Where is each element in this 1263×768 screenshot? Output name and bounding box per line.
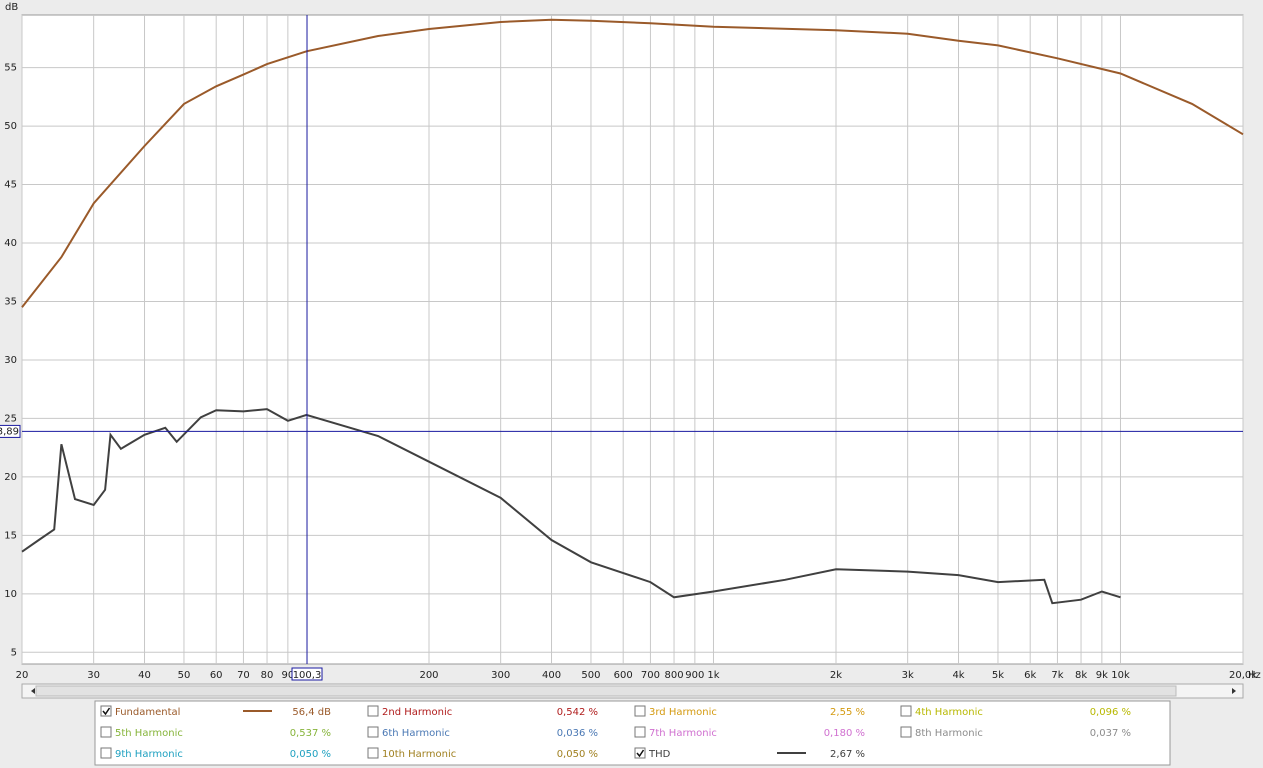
legend-check bbox=[102, 707, 111, 716]
x-tick-label: 2k bbox=[830, 670, 842, 681]
legend-name: Fundamental bbox=[115, 707, 180, 718]
cursor-x-label: 100,3 bbox=[293, 670, 322, 681]
x-tick-label: 700 bbox=[641, 670, 660, 681]
x-tick-label: 600 bbox=[614, 670, 633, 681]
y-tick-label: 10 bbox=[4, 589, 17, 600]
legend-check bbox=[636, 749, 645, 758]
x-tick-label: 800 bbox=[664, 670, 683, 681]
legend-name: 10th Harmonic bbox=[382, 749, 456, 760]
x-tick-label: 90 bbox=[281, 670, 294, 681]
scroll-left[interactable] bbox=[31, 688, 35, 694]
y-axis-label: dB bbox=[5, 2, 18, 13]
y-tick-label: 50 bbox=[4, 121, 17, 132]
x-tick-label: 20,0k bbox=[1229, 670, 1257, 681]
legend-checkbox[interactable] bbox=[634, 705, 646, 717]
x-tick-label: 30 bbox=[87, 670, 100, 681]
y-tick-label: 5 bbox=[11, 647, 17, 658]
legend-reading: 2,55 % bbox=[830, 707, 865, 718]
legend-reading: 0,096 % bbox=[1090, 707, 1131, 718]
y-tick-label: 20 bbox=[4, 472, 17, 483]
x-tick-label: 900 bbox=[685, 670, 704, 681]
legend-name: 7th Harmonic bbox=[649, 728, 717, 739]
x-tick-label: 8k bbox=[1075, 670, 1087, 681]
legend-name: 8th Harmonic bbox=[915, 728, 983, 739]
x-tick-label: 50 bbox=[178, 670, 191, 681]
scroll-thumb[interactable] bbox=[35, 685, 1177, 697]
x-tick-label: 1k bbox=[707, 670, 719, 681]
y-tick-label: 45 bbox=[4, 180, 17, 191]
legend-reading: 2,67 % bbox=[830, 749, 865, 760]
legend-reading: 0,542 % bbox=[557, 707, 598, 718]
x-tick-label: 3k bbox=[902, 670, 914, 681]
x-tick-label: 20 bbox=[16, 670, 29, 681]
x-tick-label: 500 bbox=[581, 670, 600, 681]
series-line bbox=[21, 18, 1244, 308]
legend-reading: 0,180 % bbox=[824, 728, 865, 739]
x-tick-label: 60 bbox=[210, 670, 223, 681]
x-tick-label: 10k bbox=[1111, 670, 1130, 681]
legend-checkbox[interactable] bbox=[634, 726, 646, 738]
legend-checkbox[interactable] bbox=[900, 726, 912, 738]
x-tick-label: 300 bbox=[491, 670, 510, 681]
x-tick-label: 70 bbox=[237, 670, 250, 681]
legend-checkbox[interactable] bbox=[100, 726, 112, 738]
y-tick-label: 35 bbox=[4, 296, 17, 307]
x-tick-label: 80 bbox=[261, 670, 274, 681]
x-axis-label: Hz bbox=[1248, 670, 1261, 681]
x-tick-label: 9k bbox=[1096, 670, 1108, 681]
x-tick-label: 6k bbox=[1024, 670, 1036, 681]
legend-reading: 0,537 % bbox=[290, 728, 331, 739]
y-tick-label: 15 bbox=[4, 530, 17, 541]
legend-name: THD bbox=[648, 749, 671, 760]
legend-checkbox[interactable] bbox=[367, 726, 379, 738]
y-tick-label: 30 bbox=[4, 355, 17, 366]
x-tick-label: 400 bbox=[542, 670, 561, 681]
legend-reading: 0,036 % bbox=[557, 728, 598, 739]
y-tick-label: 25 bbox=[4, 413, 17, 424]
cursor-y-label: 23,89 bbox=[0, 426, 19, 437]
cursor-x-box bbox=[291, 667, 323, 681]
x-tick-label: 40 bbox=[138, 670, 151, 681]
legend-checkbox[interactable] bbox=[367, 747, 379, 759]
y-tick-label: 55 bbox=[4, 63, 17, 74]
legend-reading: 56,4 dB bbox=[292, 707, 331, 718]
legend-checkbox[interactable] bbox=[100, 705, 112, 717]
scroll-right[interactable] bbox=[1232, 688, 1236, 694]
legend-name: 3rd Harmonic bbox=[649, 707, 717, 718]
x-tick-label: 7k bbox=[1051, 670, 1063, 681]
plot-area bbox=[21, 14, 1244, 665]
legend-reading: 0,037 % bbox=[1090, 728, 1131, 739]
cursor-y-box bbox=[0, 424, 21, 438]
legend-checkbox[interactable] bbox=[634, 747, 646, 759]
legend-checkbox[interactable] bbox=[900, 705, 912, 717]
legend-name: 2nd Harmonic bbox=[382, 707, 452, 718]
legend-name: 4th Harmonic bbox=[915, 707, 983, 718]
legend-name: 5th Harmonic bbox=[115, 728, 183, 739]
legend-checkbox[interactable] bbox=[100, 747, 112, 759]
x-tick-label: 200 bbox=[419, 670, 438, 681]
legend-checkbox[interactable] bbox=[367, 705, 379, 717]
x-tick-label: 5k bbox=[992, 670, 1004, 681]
legend-name: 6th Harmonic bbox=[382, 728, 450, 739]
y-tick-label: 40 bbox=[4, 238, 17, 249]
legend-panel bbox=[94, 700, 1171, 766]
legend-reading: 0,050 % bbox=[557, 749, 598, 760]
series-line bbox=[21, 408, 1121, 605]
legend-reading: 0,050 % bbox=[290, 749, 331, 760]
legend-name: 9th Harmonic bbox=[115, 749, 183, 760]
x-tick-label: 4k bbox=[952, 670, 964, 681]
